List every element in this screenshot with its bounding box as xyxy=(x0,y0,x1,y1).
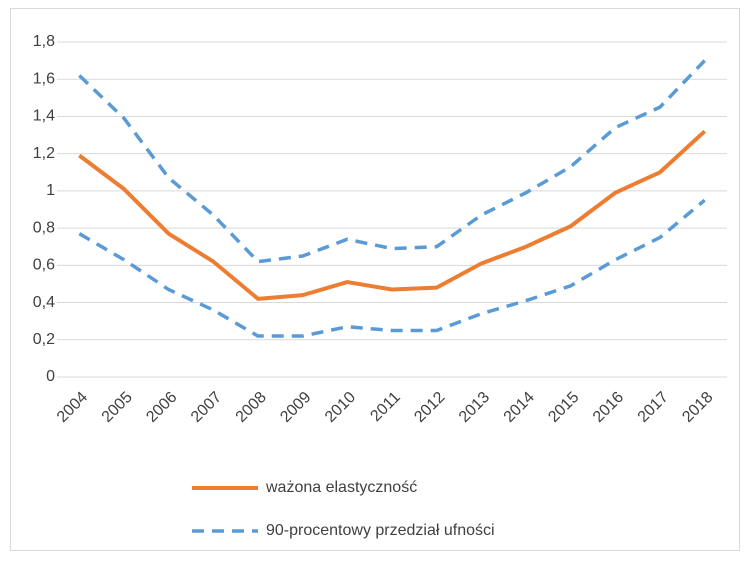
y-tick-label: 1,2 xyxy=(33,145,55,162)
y-tick-label: 1,4 xyxy=(33,108,55,125)
y-tick-label: 1 xyxy=(46,182,55,199)
lower-bound-line xyxy=(78,198,706,338)
y-tick-label: 0,8 xyxy=(33,219,55,236)
y-tick-label: 1,6 xyxy=(33,70,55,87)
series-line xyxy=(78,129,707,301)
y-tick-label: 0,6 xyxy=(33,257,55,274)
chart-frame xyxy=(10,8,740,551)
legend-label: 90-procentowy przedział ufności xyxy=(266,522,495,539)
y-tick-label: 0,4 xyxy=(33,294,55,311)
y-tick-label: 0 xyxy=(46,368,55,385)
y-tick-label: 1,8 xyxy=(33,33,55,50)
legend-label: ważona elastyczność xyxy=(265,479,417,496)
y-tick-label: 0,2 xyxy=(33,331,55,348)
